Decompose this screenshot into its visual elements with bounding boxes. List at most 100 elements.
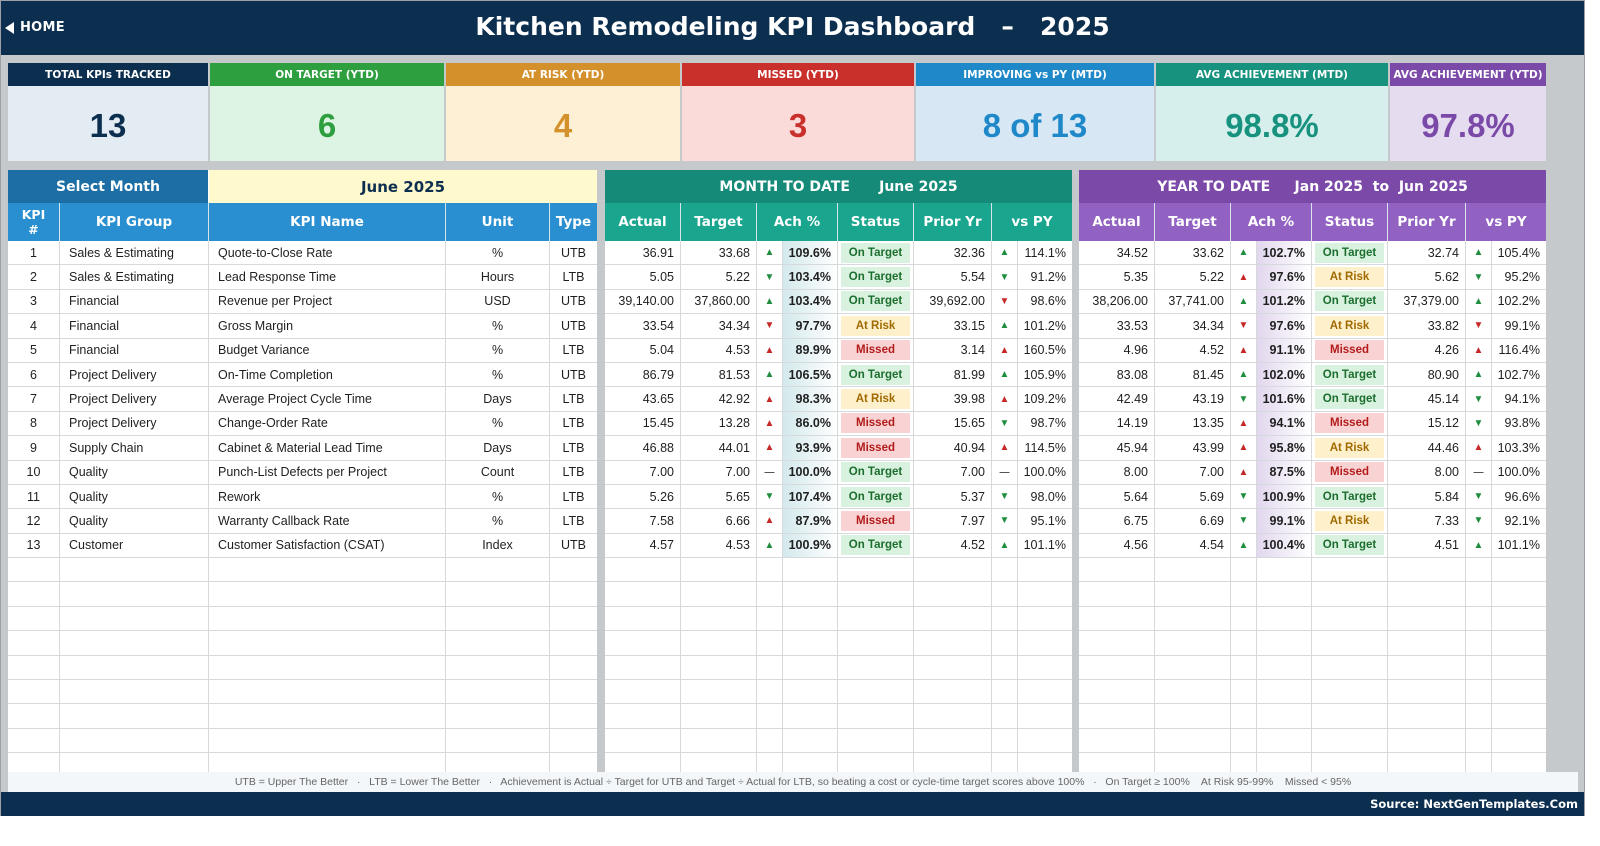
- mtd-ach-cell: [783, 704, 838, 728]
- mtd-target-cell: [681, 753, 757, 777]
- status-badge: On Target: [841, 267, 910, 288]
- home-button[interactable]: HOME: [5, 20, 65, 35]
- ytd-column-actual: Actual: [1079, 203, 1155, 241]
- ytd-actual-cell: [1079, 680, 1155, 704]
- mtd-ach-cell: 103.4%: [783, 289, 838, 314]
- ytd-target-cell: 5.69: [1155, 484, 1231, 509]
- mtd-ach-cell: 87.9%: [783, 509, 838, 533]
- ytd-ach-up-arrow-icon: ▲: [1231, 460, 1257, 484]
- ytd-vs-py-cell: [1492, 656, 1546, 679]
- mtd-ach-cell: 109.6%: [783, 241, 838, 265]
- kpi-list-header: KPI # KPI Group KPI Name Unit Type: [8, 203, 597, 241]
- ytd-ach-cell: 94.1%: [1257, 411, 1312, 436]
- mtd-vs-py-cell: [1018, 729, 1072, 752]
- ytd-ach-cell: 91.1%: [1257, 338, 1312, 362]
- ytd-target-cell: 81.45: [1155, 362, 1231, 387]
- ytd-prior-year-cell: 37,379.00: [1388, 289, 1466, 314]
- ytd-ach-down-arrow-icon: ▼: [1231, 387, 1257, 411]
- mtd-status-cell: On Target: [838, 460, 914, 484]
- kpi-number-cell: [8, 680, 60, 704]
- mtd-prior-year-cell: 39.98: [914, 387, 992, 411]
- ytd-target-cell: 4.52: [1155, 338, 1231, 362]
- ytd-actual-cell: 83.08: [1079, 362, 1155, 387]
- mtd-ach-up-arrow-icon: ▲: [757, 387, 783, 411]
- mtd-target-cell: 5.65: [681, 484, 757, 509]
- mtd-vs-py-cell: 98.6%: [1030, 294, 1066, 309]
- mtd-actual-cell: [605, 753, 681, 777]
- ytd-vs-py-cell: 102.2%: [1497, 294, 1540, 309]
- ytd-target-cell: 34.34: [1155, 314, 1231, 338]
- kpi-card-avg-achievement-mtd: AVG ACHIEVEMENT (MTD) 98.8%: [1156, 63, 1388, 161]
- mtd-ach-up-arrow-icon: ▲: [757, 509, 783, 533]
- mtd-ach-arrow-cell: [757, 680, 783, 704]
- mtd-row: 43.65 42.92 ▲ 98.3% At Risk 39.98 ▲ 109.2%: [605, 387, 1072, 412]
- status-badge: At Risk: [1315, 437, 1384, 458]
- status-badge: At Risk: [841, 389, 910, 410]
- mtd-prior-year-cell: [914, 655, 992, 680]
- mtd-prior-year-cell: 40.94: [914, 436, 992, 460]
- ytd-row: 42.49 43.19 ▼ 101.6% On Target 45.14 ▼ 94.1%: [1079, 387, 1546, 412]
- mtd-vs-arrow-cell: [992, 631, 1018, 655]
- kpi-type-cell: UTB: [561, 245, 586, 260]
- ytd-ach-arrow-cell: [1231, 606, 1257, 631]
- status-badge: On Target: [1315, 364, 1384, 385]
- status-badge: On Target: [841, 364, 910, 385]
- ytd-ach-cell: 87.5%: [1257, 460, 1312, 484]
- ytd-target-cell: 43.99: [1155, 436, 1231, 460]
- mtd-target-cell: [681, 606, 757, 631]
- ytd-row: 8.00 7.00 ▲ 87.5% Missed 8.00—100.0%: [1079, 460, 1546, 485]
- ytd-row: 38,206.00 37,741.00 ▲ 101.2% On Target 37,379…: [1079, 289, 1546, 315]
- ytd-vs-py-cell: [1492, 558, 1546, 581]
- mtd-status-cell: [838, 582, 914, 606]
- ytd-ach-cell: 100.9%: [1257, 484, 1312, 509]
- ytd-vs-py-cell: 103.3%: [1497, 440, 1540, 455]
- ytd-vs-py-cell: 93.8%: [1504, 416, 1540, 431]
- kpi-name-cell: [209, 655, 446, 680]
- kpi-name-cell: On-Time Completion: [209, 362, 446, 387]
- ytd-ach-cell: [1257, 606, 1312, 631]
- ytd-vs-down-arrow-icon: ▼: [1466, 411, 1492, 436]
- ytd-column-target: Target: [1155, 203, 1231, 241]
- mtd-target-cell: 6.66: [681, 509, 757, 533]
- mtd-ach-cell: 100.0%: [783, 460, 838, 484]
- ytd-vs-down-arrow-icon: ▼: [1466, 484, 1492, 509]
- mtd-status-cell: [838, 655, 914, 680]
- mtd-status-cell: On Target: [838, 241, 914, 265]
- ytd-status-cell: At Risk: [1312, 509, 1388, 533]
- mtd-vs-arrow-cell: [992, 753, 1018, 777]
- kpi-group-cell: Quality: [60, 509, 209, 533]
- kpi-card-value: 97.8%: [1390, 86, 1546, 161]
- mtd-actual-cell: 39,140.00: [605, 289, 681, 314]
- ytd-status-cell: [1312, 680, 1388, 704]
- mtd-actual-cell: [605, 655, 681, 680]
- ytd-actual-cell: [1079, 631, 1155, 655]
- ytd-ach-cell: 97.6%: [1257, 314, 1312, 338]
- mtd-ach-up-arrow-icon: ▲: [757, 436, 783, 460]
- empty-row: [1079, 655, 1546, 681]
- kpi-group-cell: Sales & Estimating: [60, 265, 209, 289]
- empty-row: [8, 655, 597, 681]
- mtd-status-cell: On Target: [838, 533, 914, 558]
- kpi-card-value: 6: [210, 86, 444, 161]
- mtd-target-cell: 34.34: [681, 314, 757, 338]
- mtd-vs-py-cell: 114.5%: [1024, 440, 1066, 455]
- ytd-row: 14.19 13.35 ▲ 94.1% Missed 15.12 ▼ 93.8%: [1079, 411, 1546, 437]
- mtd-prior-year-cell: 33.15: [914, 314, 992, 338]
- month-selector[interactable]: June 2025: [209, 170, 597, 203]
- ytd-prior-year-cell: [1388, 728, 1466, 753]
- kpi-type-cell: LTB: [562, 513, 585, 528]
- ytd-status-cell: At Risk: [1312, 314, 1388, 338]
- mtd-ach-up-arrow-icon: ▲: [757, 533, 783, 558]
- mtd-target-cell: 5.22: [681, 265, 757, 289]
- ytd-row: 4.56 4.54 ▲ 100.4% On Target 4.51 ▲ 101.1%: [1079, 533, 1546, 559]
- ytd-target-cell: 33.62: [1155, 241, 1231, 265]
- kpi-name-cell: Budget Variance: [209, 338, 446, 362]
- status-badge: On Target: [841, 462, 910, 483]
- kpi-group-cell: Project Delivery: [60, 411, 209, 436]
- empty-row: [1079, 704, 1546, 729]
- ytd-vs-py-cell: 116.4%: [1498, 343, 1540, 358]
- mtd-prior-year-cell: 5.54: [914, 265, 992, 289]
- kpi-type-cell: [550, 582, 597, 605]
- mtd-vs-py-cell: 91.2%: [1030, 270, 1066, 285]
- ytd-ach-cell: 102.7%: [1257, 241, 1312, 265]
